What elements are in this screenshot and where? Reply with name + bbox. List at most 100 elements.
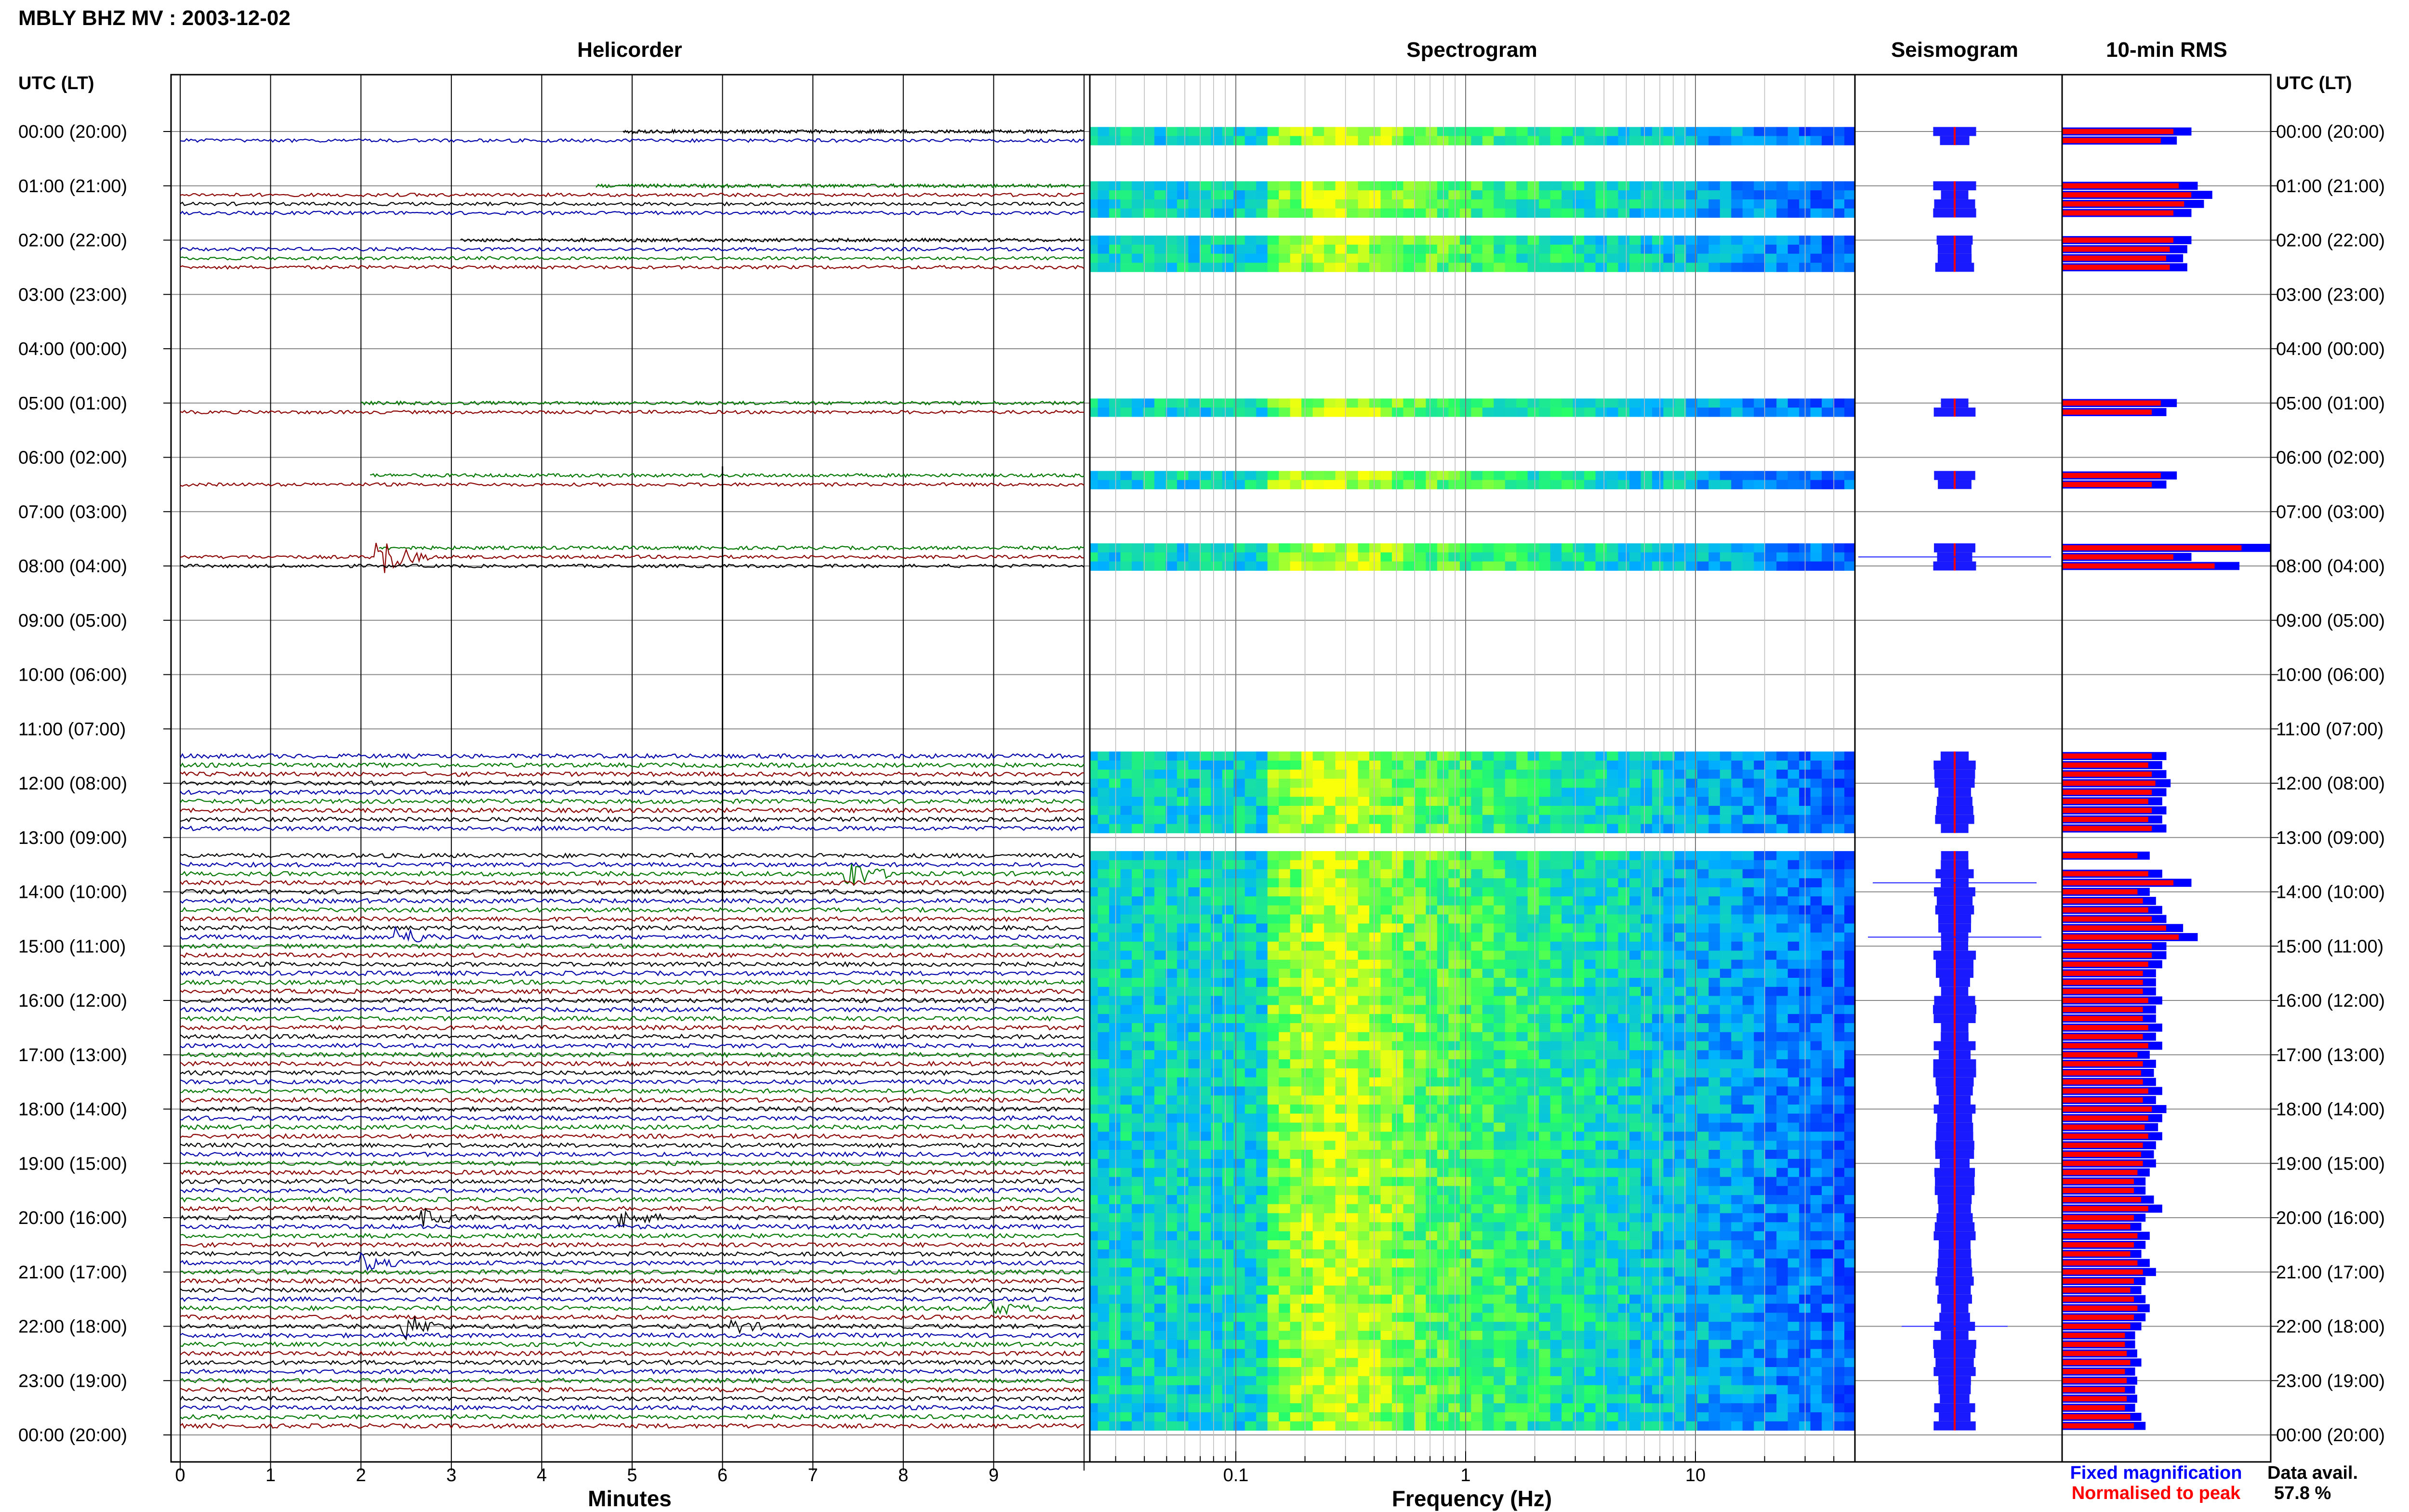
spectrogram-cell [1527, 263, 1539, 272]
spectrogram-cell [1391, 1068, 1404, 1078]
spectrogram-cell [1833, 986, 1845, 997]
spectrogram-cell [1437, 860, 1449, 870]
spectrogram-cell [1414, 969, 1426, 978]
spectrogram-cell [1165, 1222, 1178, 1232]
spectrogram-cell [1437, 914, 1449, 924]
spectrogram-cell [1562, 1041, 1574, 1051]
spectrogram-cell [1776, 408, 1788, 417]
spectrogram-cell [1652, 824, 1664, 833]
spectrogram-cell [1641, 969, 1653, 978]
spectrogram-cell [1833, 480, 1845, 489]
spectrogram-cell [1256, 253, 1268, 263]
spectrogram-cell [1403, 905, 1415, 915]
spectrogram-cell [1414, 923, 1426, 933]
spectrogram-cell [1527, 1213, 1539, 1223]
spectrogram-cell [1471, 1195, 1483, 1205]
spectrogram-cell [1482, 1222, 1494, 1232]
spectrogram-cell [1177, 408, 1189, 417]
spectrogram-cell [1267, 933, 1279, 942]
spectrogram-cell [1120, 860, 1132, 870]
spectrogram-cell [1686, 969, 1698, 978]
spectrogram-cell [1098, 851, 1110, 861]
spectrogram-cell [1211, 1141, 1223, 1150]
spectrogram-cell [1380, 1150, 1392, 1159]
spectrogram-cell [1301, 1204, 1313, 1214]
spectrogram-cell [1787, 1050, 1800, 1060]
spectrogram-cell [1550, 914, 1562, 924]
spectrogram-cell [1256, 860, 1268, 870]
spectrogram-cell [1708, 1240, 1721, 1250]
spectrogram-cell [1090, 1258, 1099, 1268]
spectrogram-cell [1222, 778, 1234, 788]
spectrogram-cell [1312, 244, 1324, 254]
spectrogram-cell [1776, 127, 1788, 136]
spectrogram-cell [1165, 1014, 1178, 1024]
spectrogram-cell [1776, 263, 1788, 272]
spectrogram-cell [1256, 933, 1268, 942]
spectrogram-cell [1233, 761, 1245, 770]
spectrogram-cell [1244, 751, 1257, 761]
spectrogram-cell [1663, 1005, 1675, 1014]
spectrogram-cell [1267, 263, 1279, 272]
spectrogram-cell [1312, 815, 1324, 825]
spectrogram-cell [1708, 398, 1721, 408]
spectrogram-cell [1426, 878, 1438, 888]
spectrogram-cell [1607, 127, 1619, 136]
spectrogram-cell [1641, 887, 1653, 897]
spectrogram-cell [1358, 1177, 1370, 1186]
spectrogram-cell [1358, 1050, 1370, 1060]
spectrogram-cell [1312, 236, 1324, 245]
spectrogram-cell [1641, 1032, 1653, 1042]
spectrogram-cell [1301, 896, 1313, 906]
spectrogram-cell [1822, 1168, 1834, 1177]
spectrogram-cell [1324, 1213, 1336, 1223]
spectrogram-cell [1822, 1258, 1834, 1268]
spectrogram-cell [1380, 1059, 1392, 1069]
spectrogram-cell [1562, 1204, 1574, 1214]
spectrogram-cell [1765, 136, 1777, 145]
spectrogram-cell [1448, 824, 1460, 833]
spectrogram-cell [1335, 208, 1347, 218]
spectrogram-cell [1177, 1023, 1189, 1033]
spectrogram-cell [1098, 1240, 1110, 1250]
spectrogram-cell [1629, 860, 1641, 870]
spectrogram-cell [1279, 208, 1291, 218]
spectrogram-cell [1810, 253, 1822, 263]
spectrogram-cell [1810, 1150, 1822, 1159]
spectrogram-cell [1539, 1059, 1551, 1069]
spectrogram-cell [1584, 896, 1596, 906]
spectrogram-cell [1822, 1249, 1834, 1259]
spectrogram-cell [1765, 1023, 1777, 1033]
spectrogram-cell [1426, 1104, 1438, 1114]
spectrogram-cell [1109, 471, 1121, 480]
spectrogram-cell [1516, 1104, 1528, 1114]
spectrogram-cell [1663, 471, 1675, 480]
spectrogram-cell [1301, 1150, 1313, 1159]
spectrogram-cell [1708, 136, 1721, 145]
spectrogram-cell [1641, 950, 1653, 960]
spectrogram-cell [1482, 950, 1494, 960]
spectrogram-cell [1391, 1240, 1404, 1250]
spectrogram-cell [1720, 941, 1732, 951]
spectrogram-cell [1335, 1095, 1347, 1105]
spectrogram-cell [1663, 769, 1675, 779]
spectrogram-cell [1708, 1068, 1721, 1078]
spectrogram-cell [1301, 1005, 1313, 1014]
spectrogram-cell [1494, 398, 1506, 408]
spectrogram-cell [1120, 914, 1132, 924]
spectrogram-cell [1494, 1086, 1506, 1096]
spectrogram-cell [1448, 778, 1460, 788]
spectrogram-cell [1177, 1068, 1189, 1078]
spectrogram-cell [1494, 933, 1506, 942]
spectrogram-cell [1765, 941, 1777, 951]
spectrogram-cell [1652, 1113, 1664, 1123]
spectrogram-cell [1369, 1023, 1381, 1033]
spectrogram-cell [1154, 1204, 1166, 1214]
spectrogram-cell [1279, 1059, 1291, 1069]
spectrogram-cell [1301, 1195, 1313, 1205]
spectrogram-cell [1244, 1104, 1257, 1114]
spectrogram-cell [1708, 978, 1721, 987]
spectrogram-cell [1312, 851, 1324, 861]
spectrogram-cell [1098, 1258, 1110, 1268]
spectrogram-cell [1426, 1023, 1438, 1033]
